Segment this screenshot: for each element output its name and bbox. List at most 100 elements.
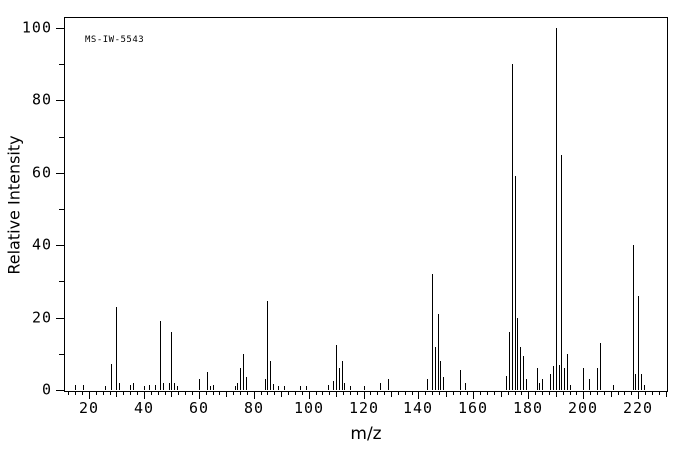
x-axis-tick: [226, 391, 227, 397]
x-axis-tick: [199, 391, 200, 399]
mass-spectrum-peak: [111, 364, 112, 390]
x-axis-tick: [261, 391, 262, 395]
y-axis-title: Relative Intensity: [4, 135, 24, 275]
y-axis-tick: [59, 64, 64, 65]
mass-spectrum-peak: [328, 385, 329, 390]
mass-spectrum-peak: [644, 385, 645, 390]
x-axis-tick: [563, 391, 564, 395]
x-axis-tick: [549, 391, 550, 395]
mass-spectrum-peak: [520, 347, 521, 390]
y-axis-tick: [59, 137, 64, 138]
x-axis-title: m/z: [350, 424, 382, 444]
y-axis-tick: [56, 245, 64, 246]
x-axis-tick: [103, 391, 104, 395]
mass-spectrum-peak: [267, 301, 268, 390]
mass-spectrum-peak: [567, 354, 568, 390]
mass-spectrum-peak: [583, 368, 584, 390]
x-axis-tick: [391, 391, 392, 397]
mass-spectrum-peak: [344, 383, 345, 390]
x-axis-tick: [583, 391, 584, 399]
plot-area: [64, 17, 668, 392]
x-axis-tick: [439, 391, 440, 395]
mass-spectrum-peak: [432, 274, 433, 390]
x-axis-tick: [82, 391, 83, 395]
mass-spectrum-peak: [517, 318, 518, 390]
mass-spectrum-peak: [635, 374, 636, 390]
mass-spectrum-peak: [119, 383, 120, 390]
x-tick-label: 60: [188, 399, 210, 417]
x-axis-tick: [89, 391, 90, 399]
mass-spectrum-peak: [515, 176, 516, 390]
x-tick-label: 220: [622, 399, 654, 417]
x-axis-tick: [487, 391, 488, 395]
x-axis-tick: [68, 391, 69, 395]
mass-spectrum-peak: [438, 314, 439, 390]
x-axis-tick: [432, 391, 433, 395]
mass-spectrum-peak: [273, 384, 274, 390]
x-axis-tick: [302, 391, 303, 395]
mass-spectrum-peak: [350, 386, 351, 390]
x-axis-tick: [624, 391, 625, 395]
x-axis-tick: [240, 391, 241, 395]
x-axis-tick: [515, 391, 516, 395]
mass-spectrum-peak: [633, 245, 634, 390]
mass-spectrum-peak: [199, 379, 200, 390]
mass-spectrum-peak: [570, 385, 571, 390]
y-axis-tick: [59, 354, 64, 355]
mass-spectrum-peak: [506, 376, 507, 390]
mass-spectrum-peak: [235, 386, 236, 390]
y-tick-label: 80: [31, 90, 52, 109]
mass-spectrum-peak: [336, 345, 337, 390]
mass-spectrum-peak: [306, 386, 307, 390]
x-tick-label: 120: [348, 399, 380, 417]
x-axis-tick: [576, 391, 577, 395]
mass-spectrum-peak: [380, 383, 381, 390]
mass-spectrum-peak: [270, 361, 271, 390]
mass-spectrum-peak: [589, 379, 590, 390]
y-axis-tick: [59, 209, 64, 210]
mass-spectrum-peak: [240, 368, 241, 390]
x-axis-tick: [604, 391, 605, 395]
x-axis-tick: [336, 391, 337, 397]
mass-spectrum-peak: [105, 386, 106, 390]
x-axis-tick: [405, 391, 406, 395]
y-axis-tick: [56, 318, 64, 319]
y-axis-tick: [59, 281, 64, 282]
mass-spectrum-peak: [265, 379, 266, 390]
x-axis-tick: [123, 391, 124, 395]
mass-spectrum-peak: [641, 374, 642, 390]
x-axis-tick: [316, 391, 317, 395]
mass-spectrum-peak: [243, 354, 244, 390]
mass-spectrum-peak: [207, 372, 208, 390]
x-axis-tick: [192, 391, 193, 395]
mass-spectrum-peak: [300, 386, 301, 390]
x-axis-tick: [611, 391, 612, 397]
y-tick-label: 20: [31, 308, 52, 327]
x-axis-tick: [494, 391, 495, 395]
x-axis-tick: [398, 391, 399, 395]
x-axis-tick: [412, 391, 413, 395]
x-axis-tick: [508, 391, 509, 395]
mass-spectrum-peak: [564, 368, 565, 390]
x-axis-tick: [618, 391, 619, 395]
x-axis-tick: [281, 391, 282, 397]
mass-spectrum-peak: [556, 28, 557, 390]
mass-spectrum-peak: [597, 368, 598, 390]
mass-spectrum-peak: [284, 386, 285, 390]
y-axis-tick: [56, 390, 64, 391]
x-axis-tick: [460, 391, 461, 395]
x-axis-tick: [116, 391, 117, 397]
x-axis-tick: [418, 391, 419, 399]
mass-spectrum-peak: [174, 383, 175, 390]
x-axis-tick: [666, 391, 667, 397]
x-axis-tick: [645, 391, 646, 395]
x-axis-tick: [144, 391, 145, 399]
mass-spectrum-peak: [443, 377, 444, 390]
mass-spectrum-peak: [177, 386, 178, 390]
mass-spectrum-peak: [364, 386, 365, 390]
mass-spectrum-peak: [213, 385, 214, 390]
y-tick-label: 0: [41, 380, 52, 399]
mass-spectrum-peak: [427, 379, 428, 390]
x-axis-tick: [309, 391, 310, 399]
x-axis-tick: [446, 391, 447, 397]
